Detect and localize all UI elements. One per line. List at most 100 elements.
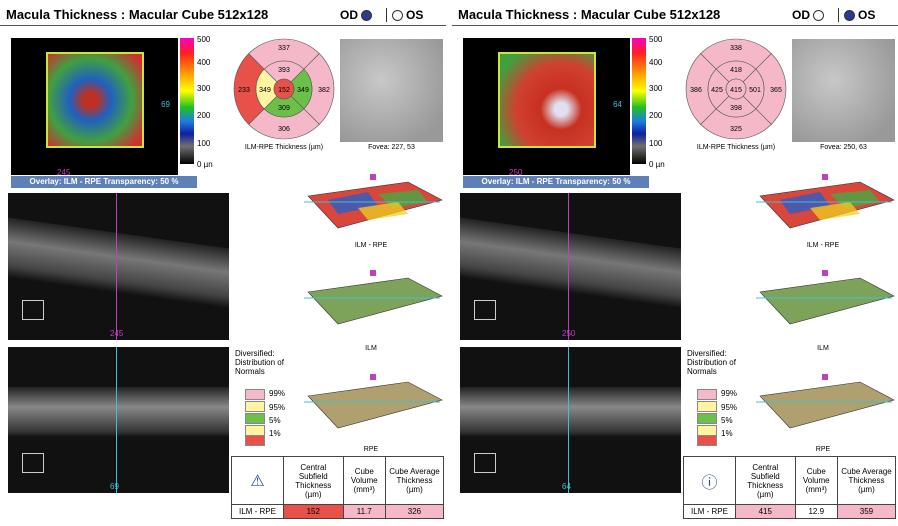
color-scale xyxy=(180,38,194,164)
thickness-map[interactable]: 245 69 xyxy=(11,38,178,177)
orientation-box xyxy=(22,300,44,320)
bscan-horizontal[interactable]: 245 xyxy=(8,193,229,340)
table-icon-cell: ⚠ xyxy=(231,456,284,505)
legend-swatch xyxy=(245,435,265,446)
table-icon-cell: ⓘ xyxy=(683,456,736,505)
bscan-horizontal[interactable]: 250 xyxy=(460,193,681,340)
surface-rpe[interactable] xyxy=(298,372,444,438)
orientation-box xyxy=(474,300,496,320)
etdrs-value-outer-top: 338 xyxy=(730,45,742,52)
surface-ilm[interactable] xyxy=(750,268,896,336)
surface-patch xyxy=(358,202,408,220)
scale-label: 300 xyxy=(197,84,211,93)
eye-os-toggle[interactable]: OS xyxy=(392,8,423,22)
surface-marker-icon[interactable] xyxy=(822,270,828,276)
scan-marker-line[interactable] xyxy=(116,347,117,493)
table-row-label: ILM - RPE xyxy=(231,504,284,519)
surface-plane xyxy=(759,277,895,325)
surface-ilm-rpe[interactable] xyxy=(298,172,444,236)
surface-plane xyxy=(307,381,443,429)
heat-marker-label: 64 xyxy=(613,100,622,109)
results-table: ⓘ Central Subfield Thickness (µm) Cube V… xyxy=(683,456,897,519)
orientation-box xyxy=(22,453,44,473)
thickness-map[interactable]: 250 64 xyxy=(463,38,630,177)
scale-label: 400 xyxy=(649,58,663,67)
legend-label: 99% xyxy=(721,389,738,398)
scale-label: 0 µn xyxy=(649,160,665,169)
retina-layer xyxy=(460,387,681,437)
thickness-overlay xyxy=(498,52,596,148)
table-header: Cube Average Thickness (µm) xyxy=(836,456,897,505)
surface-marker-icon[interactable] xyxy=(822,174,828,180)
surface-marker-icon[interactable] xyxy=(370,270,376,276)
surface-ilm[interactable] xyxy=(298,268,444,336)
heat-marker-label: 245 xyxy=(57,168,71,177)
retina-layer xyxy=(460,217,681,309)
heat-marker-label: 250 xyxy=(509,168,523,177)
etdrs-value-center: 152 xyxy=(278,87,290,94)
etdrs-value-inner-bottom: 398 xyxy=(730,105,742,112)
scale-label: 300 xyxy=(649,84,663,93)
surface-patch xyxy=(810,202,860,220)
table-cell: 12.9 xyxy=(794,504,838,519)
surface-plane xyxy=(759,381,895,429)
surface-label: RPE xyxy=(363,446,379,453)
scale-label: 200 xyxy=(197,111,211,120)
os-radio-icon xyxy=(844,9,855,21)
etdrs-value-outer-bottom: 306 xyxy=(278,126,290,133)
legend-swatch xyxy=(697,401,717,412)
etdrs-center xyxy=(725,78,747,100)
fovea-caption: Fovea: 227, 53 xyxy=(368,144,415,151)
legend-label: 5% xyxy=(269,416,281,425)
legend-swatch xyxy=(245,389,265,400)
divider xyxy=(838,8,839,22)
bscan-vertical[interactable]: 69 xyxy=(8,347,229,493)
legend-label: 99% xyxy=(269,389,286,398)
scale-label: 0 µn xyxy=(197,160,213,169)
etdrs-caption: ILM-RPE Thickness (µm) xyxy=(244,144,324,151)
eye-od-toggle[interactable]: OD xyxy=(792,8,824,22)
scan-marker-line[interactable] xyxy=(568,193,569,340)
warning-icon[interactable]: ⚠ xyxy=(250,472,265,490)
scale-label: 500 xyxy=(649,35,663,44)
surface-label: RPE xyxy=(815,446,831,453)
etdrs-value-inner-top: 418 xyxy=(730,67,742,74)
surface-marker-icon[interactable] xyxy=(370,374,376,380)
etdrs-value-outer-bottom: 325 xyxy=(730,126,742,133)
scan-marker-line[interactable] xyxy=(568,347,569,493)
etdrs-grid: 338 418 386 425 415 501 365 398 325 xyxy=(685,38,787,140)
surface-label: ILM xyxy=(817,345,829,352)
table-cell: 359 xyxy=(836,504,897,519)
divider xyxy=(386,8,387,22)
right-eye-panel: Macula Thickness : Macular Cube 512x128 … xyxy=(452,0,898,526)
retina-layer xyxy=(8,217,229,309)
surface-label: ILM - RPE xyxy=(806,242,840,249)
surface-marker-icon[interactable] xyxy=(822,374,828,380)
orientation-box xyxy=(474,453,496,473)
table-header: Central Subfield Thickness (µm) xyxy=(283,456,344,505)
surface-marker-icon[interactable] xyxy=(370,174,376,180)
legend-swatch xyxy=(697,413,717,424)
retina-layer xyxy=(8,387,229,437)
etdrs-value-outer-left: 233 xyxy=(238,87,250,94)
fundus-image[interactable] xyxy=(792,39,895,142)
eye-os-toggle[interactable]: OS xyxy=(844,8,875,22)
scale-label: 500 xyxy=(197,35,211,44)
panel-header: Macula Thickness : Macular Cube 512x128 … xyxy=(452,4,898,26)
surface-ilm-rpe[interactable] xyxy=(750,172,896,236)
scale-label: 100 xyxy=(197,139,211,148)
bscan-vertical[interactable]: 64 xyxy=(460,347,681,493)
surface-label: ILM xyxy=(365,345,377,352)
scan-marker-label: 64 xyxy=(562,482,571,491)
etdrs-value-outer-left: 386 xyxy=(690,87,702,94)
scan-marker-line[interactable] xyxy=(116,193,117,340)
fundus-image[interactable] xyxy=(340,39,443,142)
etdrs-value-outer-right: 365 xyxy=(770,87,782,94)
panel-header: Macula Thickness : Macular Cube 512x128 … xyxy=(0,4,446,26)
table-cell: 11.7 xyxy=(342,504,386,519)
eye-od-toggle[interactable]: OD xyxy=(340,8,372,22)
surface-rpe[interactable] xyxy=(750,372,896,438)
table-header: Central Subfield Thickness (µm) xyxy=(735,456,796,505)
etdrs-value-center: 415 xyxy=(730,87,742,94)
info-icon[interactable]: ⓘ xyxy=(701,474,718,492)
